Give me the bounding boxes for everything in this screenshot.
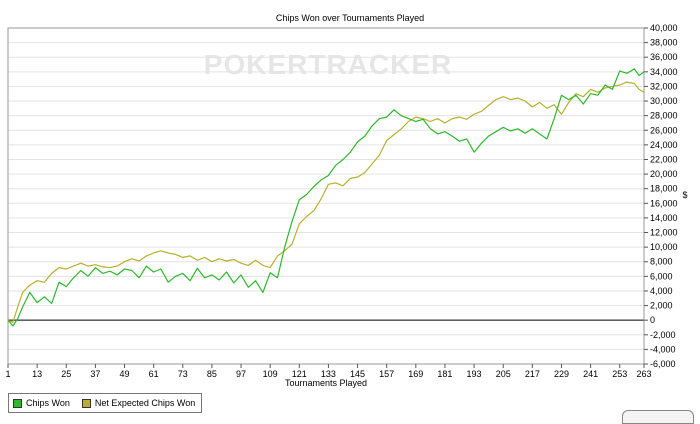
legend-label: Net Expected Chips Won bbox=[94, 398, 196, 408]
x-tick-label: 145 bbox=[350, 369, 365, 379]
legend-item-chips-won[interactable]: Chips Won bbox=[13, 398, 70, 408]
x-tick-label: 157 bbox=[379, 369, 394, 379]
plot-area-border bbox=[7, 27, 645, 365]
y-tick-label: 6,000 bbox=[650, 271, 673, 281]
x-tick-label: 217 bbox=[525, 369, 540, 379]
legend-label: Chips Won bbox=[26, 398, 70, 408]
series-line-net-expected bbox=[7, 81, 645, 323]
y-tick-label: -4,000 bbox=[650, 344, 676, 354]
x-tick-label: 61 bbox=[149, 369, 159, 379]
x-tick-label: 109 bbox=[263, 369, 278, 379]
y-tick-label: 14,000 bbox=[650, 213, 678, 223]
y-tick-label: 30,000 bbox=[650, 96, 678, 106]
y-axis-title: $ bbox=[682, 190, 687, 200]
x-tick-label: 1 bbox=[5, 369, 10, 379]
x-tick-label: 49 bbox=[120, 369, 130, 379]
y-tick-label: 34,000 bbox=[650, 67, 678, 77]
x-tick-label: 169 bbox=[408, 369, 423, 379]
series-line-chips-won bbox=[7, 68, 645, 327]
corner-tab-button[interactable] bbox=[622, 410, 694, 424]
y-tick-label: 10,000 bbox=[650, 242, 678, 252]
y-tick-label: 8,000 bbox=[650, 257, 673, 267]
y-tick-label: 22,000 bbox=[650, 154, 678, 164]
legend-item-net-expected[interactable]: Net Expected Chips Won bbox=[81, 398, 196, 408]
y-tick-label: 28,000 bbox=[650, 111, 678, 121]
x-tick-label: 263 bbox=[636, 369, 651, 379]
x-tick-label: 181 bbox=[437, 369, 452, 379]
y-tick-label: 4,000 bbox=[650, 286, 673, 296]
x-axis-title: Tournaments Played bbox=[285, 378, 367, 388]
x-tick-label: 121 bbox=[292, 369, 307, 379]
legend-swatch-chips-won bbox=[13, 398, 22, 408]
y-tick-label: 16,000 bbox=[650, 198, 678, 208]
legend: Chips Won Net Expected Chips Won bbox=[8, 393, 203, 413]
x-tick-label: 193 bbox=[467, 369, 482, 379]
x-tick-label: 25 bbox=[61, 369, 71, 379]
y-tick-label: -2,000 bbox=[650, 330, 676, 340]
y-tick-label: -6,000 bbox=[650, 359, 676, 369]
x-tick-label: 241 bbox=[583, 369, 598, 379]
y-tick-label: 40,000 bbox=[650, 23, 678, 33]
watermark-logo: POKERTRACKER bbox=[204, 49, 452, 80]
legend-swatch-net-expected bbox=[81, 398, 91, 408]
x-tick-label: 229 bbox=[554, 369, 569, 379]
x-tick-label: 13 bbox=[32, 369, 42, 379]
y-tick-label: 0 bbox=[650, 315, 655, 325]
x-tick-label: 205 bbox=[496, 369, 511, 379]
y-tick-label: 36,000 bbox=[650, 52, 678, 62]
x-tick-label: 85 bbox=[207, 369, 217, 379]
y-tick-label: 2,000 bbox=[650, 301, 673, 311]
y-tick-label: 24,000 bbox=[650, 140, 678, 150]
x-tick-label: 133 bbox=[321, 369, 336, 379]
y-tick-label: 12,000 bbox=[650, 228, 678, 238]
x-tick-label: 253 bbox=[612, 369, 627, 379]
y-tick-label: 38,000 bbox=[650, 38, 678, 48]
y-tick-label: 20,000 bbox=[650, 169, 678, 179]
x-tick-label: 73 bbox=[178, 369, 188, 379]
x-tick-label: 37 bbox=[90, 369, 100, 379]
chart-title: Chips Won over Tournaments Played bbox=[276, 13, 424, 23]
y-tick-label: 26,000 bbox=[650, 125, 678, 135]
y-tick-label: 18,000 bbox=[650, 184, 678, 194]
y-tick-label: 32,000 bbox=[650, 81, 678, 91]
x-tick-label: 97 bbox=[236, 369, 246, 379]
